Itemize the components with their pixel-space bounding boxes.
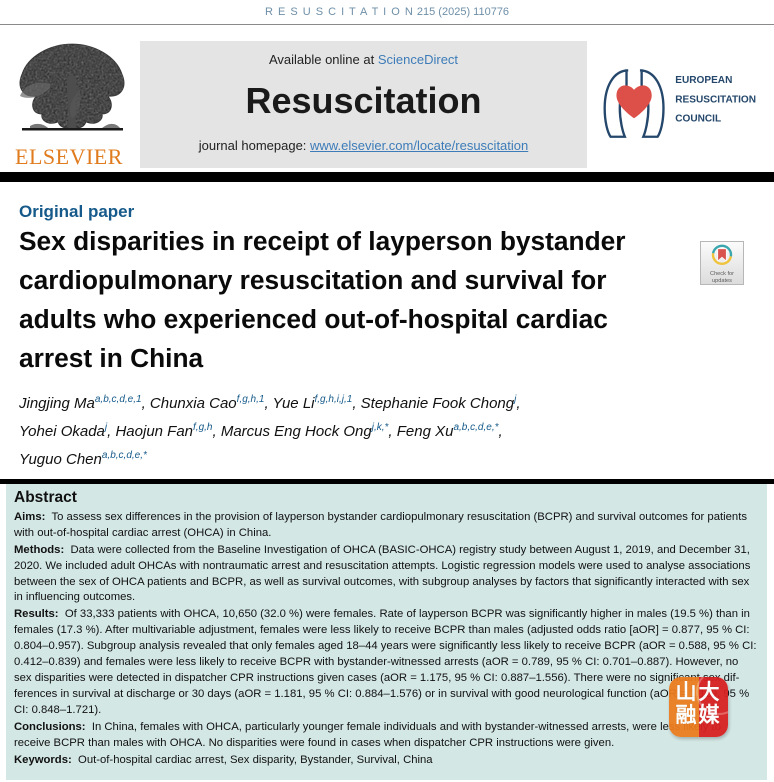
- svg-text:COUNCIL: COUNCIL: [675, 114, 721, 125]
- svg-text:RESUSCITATION: RESUSCITATION: [675, 94, 756, 105]
- svg-text:EUROPEAN: EUROPEAN: [675, 75, 732, 86]
